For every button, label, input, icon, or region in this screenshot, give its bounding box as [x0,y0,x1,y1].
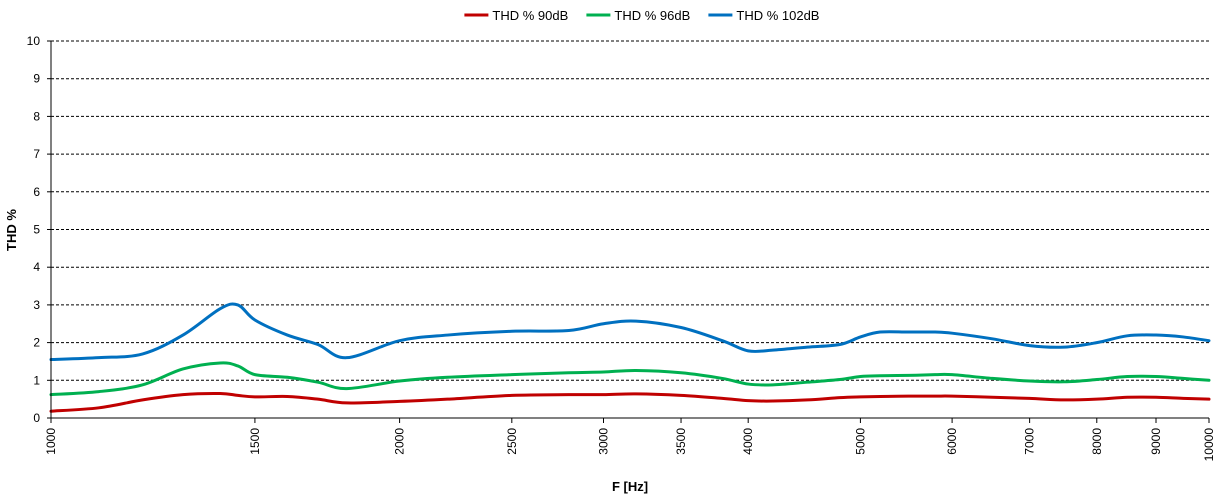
x-tick-label: 7000 [1023,428,1037,455]
legend-label: THD % 90dB [492,8,568,23]
x-axis-title: F [Hz] [612,479,648,494]
x-tick-label: 2000 [393,428,407,455]
y-tick-label: 2 [33,336,40,350]
x-tick-label: 1500 [248,428,262,455]
legend-label: THD % 102dB [736,8,819,23]
y-tick-label: 0 [33,411,40,425]
x-tick-label: 4000 [741,428,755,455]
y-tick-label: 1 [33,373,40,387]
legend-label: THD % 96dB [614,8,690,23]
y-tick-label: 5 [33,223,40,237]
y-tick-label: 7 [33,147,40,161]
x-tick-label: 6000 [945,428,959,455]
x-tick-label: 2500 [505,428,519,455]
x-tick-label: 3000 [597,428,611,455]
y-tick-label: 3 [33,298,40,312]
y-tick-label: 9 [33,72,40,86]
x-tick-label: 5000 [853,428,867,455]
series-lines [49,302,1211,413]
y-tick-label: 10 [27,34,41,48]
series-line-2 [49,361,1211,397]
y-tick-label: 8 [33,109,40,123]
x-tick-label: 10000 [1202,428,1215,462]
x-tick-label: 9000 [1149,428,1163,455]
x-tick-label: 1000 [44,428,58,455]
y-tick-label: 6 [33,185,40,199]
series-line-1 [49,391,1211,413]
y-axis-title: THD % [4,209,19,251]
chart-legend: THD % 90dB THD % 96dB THD % 102dB [464,8,819,23]
y-axis-ticks: 0 1 2 3 4 5 6 7 8 9 10 [27,34,51,425]
x-tick-label: 8000 [1090,428,1104,455]
x-axis-ticks: 1000 1500 2000 2500 3000 3500 4000 5000 6000 7000… [44,418,1215,461]
gridlines [51,40,1209,381]
series-line-3 [49,302,1211,362]
x-tick-label: 3500 [674,428,688,455]
y-tick-label: 4 [33,260,40,274]
